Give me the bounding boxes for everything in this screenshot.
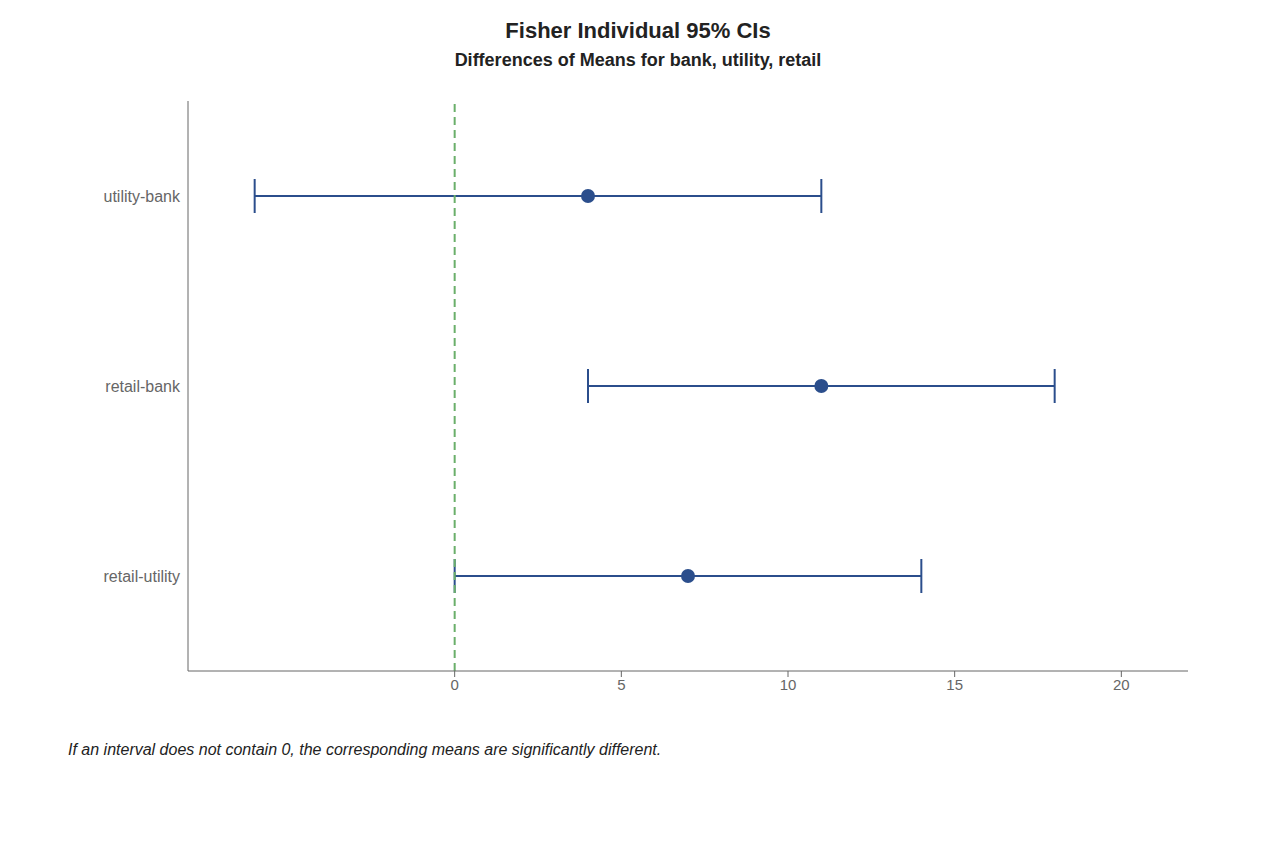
svg-text:retail-utility: retail-utility bbox=[104, 568, 180, 585]
html-text:Differences of Means for bank,: Differences of Means for bank, utility, … bbox=[454, 50, 822, 70]
svg-text:20: 20 bbox=[1113, 676, 1130, 693]
svg-text:utility-bank: utility-bank bbox=[104, 188, 181, 205]
svg-text:retail-bank: retail-bank bbox=[105, 378, 181, 395]
svg-text:0: 0 bbox=[450, 676, 458, 693]
svg-text:15: 15 bbox=[946, 676, 963, 693]
html-text:Fisher Individual 95% CIs: Fisher Individual 95% CIs bbox=[505, 18, 771, 43]
svg-text:10: 10 bbox=[780, 676, 797, 693]
svg-text:5: 5 bbox=[617, 676, 625, 693]
html-text:If an interval does not contai: If an interval does not contain 0, the c… bbox=[68, 741, 662, 758]
